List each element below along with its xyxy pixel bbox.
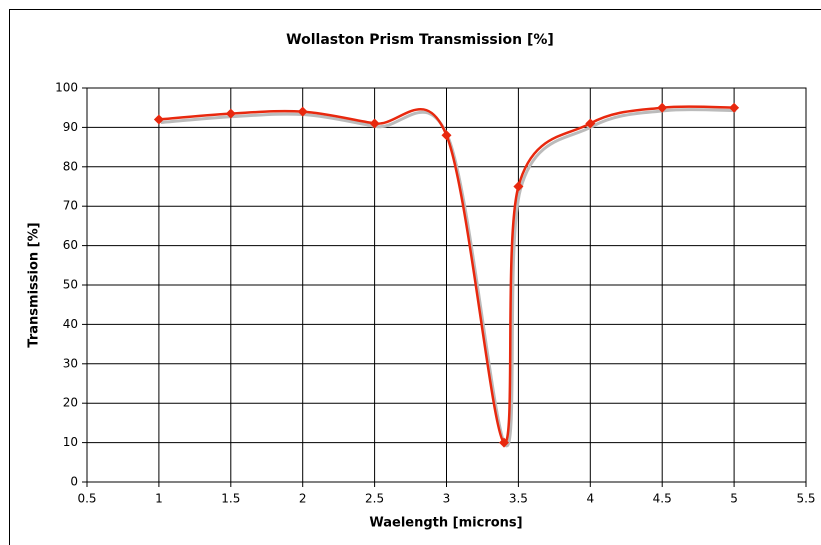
- marker: [657, 102, 668, 113]
- y-tick-label: 20: [63, 396, 78, 410]
- x-tick-label: 1.5: [221, 492, 240, 506]
- marker: [369, 118, 380, 129]
- y-tick-label: 0: [70, 475, 78, 489]
- marker: [225, 108, 236, 119]
- y-tick-label: 60: [63, 238, 78, 252]
- chart-title: Wollaston Prism Transmission [%]: [286, 32, 554, 48]
- y-tick-label: 10: [63, 435, 78, 449]
- x-tick-label: 5.5: [796, 492, 815, 506]
- marker: [729, 102, 740, 113]
- x-tick-label: 0.5: [77, 492, 96, 506]
- marker: [499, 437, 510, 448]
- y-tick-label: 70: [63, 199, 78, 213]
- marker: [153, 114, 164, 125]
- y-tick-label: 30: [63, 356, 78, 370]
- y-tick-label: 100: [55, 81, 78, 95]
- y-tick-label: 80: [63, 159, 78, 173]
- y-axis-label: Transmission [%]: [27, 222, 42, 347]
- y-tick-label: 50: [63, 278, 78, 292]
- x-tick-label: 3.5: [509, 492, 528, 506]
- marker: [513, 181, 524, 192]
- line: [158, 105, 735, 444]
- x-tick-label: 4.5: [653, 492, 672, 506]
- y-tick-label: 90: [63, 120, 78, 134]
- marker: [297, 106, 308, 117]
- marker: [585, 118, 596, 129]
- y-tick-label: 40: [63, 317, 78, 331]
- x-tick-label: 1: [155, 492, 163, 506]
- x-tick-label: 5: [730, 492, 738, 506]
- line-shadow: [160, 108, 737, 448]
- x-tick-label: 4: [586, 492, 594, 506]
- x-tick-label: 2.5: [365, 492, 384, 506]
- x-axis-label: Waelength [microns]: [369, 516, 522, 531]
- marker: [441, 130, 452, 141]
- x-tick-label: 2: [299, 492, 307, 506]
- x-tick-label: 3: [443, 492, 451, 506]
